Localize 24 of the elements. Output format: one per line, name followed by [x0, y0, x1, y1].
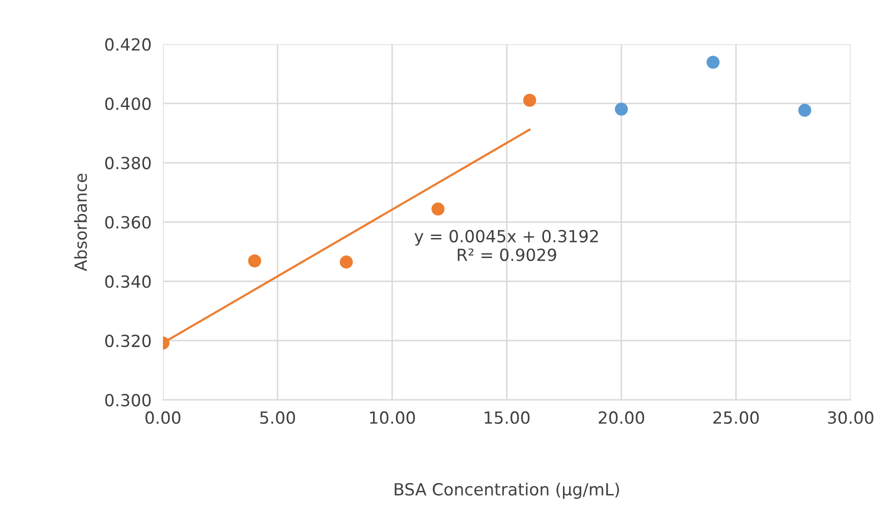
- point: [798, 104, 812, 117]
- point: [340, 256, 353, 269]
- y-tick-label: 0.340: [105, 275, 151, 288]
- x-axis-title: BSA Concentration (µg/mL): [394, 482, 619, 499]
- x-tick-label: 5.00: [260, 411, 295, 424]
- y-tick-label: 0.420: [105, 38, 151, 51]
- point: [614, 102, 628, 116]
- y-tick-label: 0.360: [105, 216, 151, 229]
- point: [431, 202, 445, 216]
- point: [248, 254, 262, 268]
- x-tick-label: 30.00: [828, 411, 874, 424]
- y-tick-label: 0.300: [105, 394, 151, 406]
- point: [523, 94, 536, 107]
- x-tick-label: 10.00: [370, 411, 415, 424]
- x-tick-label: 25.00: [713, 411, 759, 424]
- x-tick-label: 0.00: [145, 411, 180, 424]
- y-tick-label: 0.320: [105, 334, 151, 348]
- y-tick-label: 0.400: [105, 97, 151, 110]
- annotation: y = 0.0045x + 0.3192 R² = 0.9029: [414, 230, 598, 262]
- x-tick-label: 20.00: [598, 411, 644, 424]
- y-axis-title: Absorbance: [74, 174, 87, 272]
- x-tick-label: 15.00: [484, 411, 530, 424]
- point: [706, 56, 720, 69]
- y-tick-label: 0.380: [105, 156, 151, 170]
